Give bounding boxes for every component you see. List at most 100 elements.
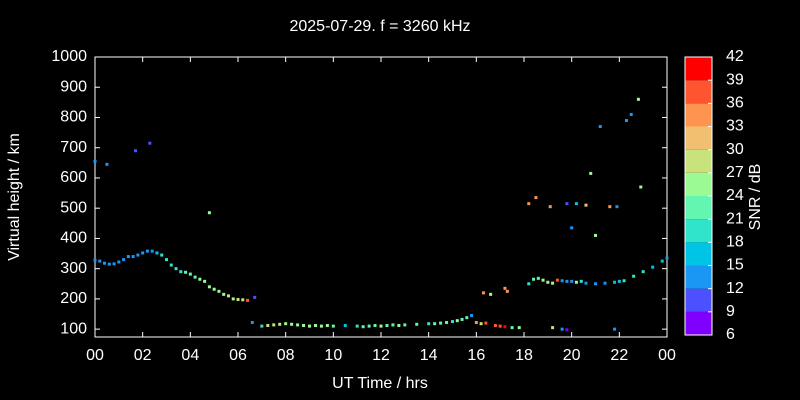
data-point — [188, 272, 192, 276]
data-point — [122, 258, 126, 262]
colorbar-tick-label: 27 — [726, 164, 744, 181]
y-tick-label: 1000 — [51, 48, 87, 65]
x-tick-label: 20 — [563, 347, 581, 364]
data-point — [107, 262, 111, 266]
colorbar-tick-label: 18 — [726, 234, 744, 251]
data-point — [439, 321, 443, 325]
colorbar-tick-label: 24 — [726, 187, 744, 204]
colorbar-tick-label: 42 — [726, 48, 744, 65]
data-point — [474, 320, 478, 324]
colorbar-band — [685, 196, 712, 220]
y-tick-label: 800 — [60, 109, 87, 126]
data-point — [579, 279, 583, 283]
data-point — [308, 324, 311, 328]
data-point — [517, 326, 521, 330]
data-point — [319, 324, 323, 328]
data-point — [169, 263, 173, 267]
data-point — [165, 258, 168, 262]
data-point — [603, 281, 607, 285]
y-tick-label: 400 — [60, 230, 87, 247]
data-point — [608, 205, 612, 209]
data-point — [505, 289, 509, 293]
data-point — [160, 253, 164, 257]
data-point — [105, 162, 109, 166]
data-point — [260, 324, 264, 328]
y-tick-label: 500 — [60, 199, 87, 216]
data-point — [498, 324, 502, 328]
data-point — [479, 322, 483, 326]
data-point — [641, 270, 645, 274]
y-tick-label: 700 — [60, 139, 87, 156]
data-point — [629, 112, 633, 116]
data-point — [207, 285, 211, 289]
y-tick-label: 600 — [60, 169, 87, 186]
data-point — [391, 323, 395, 327]
x-tick-label: 22 — [610, 347, 628, 364]
data-point — [470, 314, 474, 318]
data-point — [527, 202, 531, 206]
x-tick-label: 02 — [134, 347, 152, 364]
colorbar-band — [685, 57, 712, 81]
colorbar-tick-label: 15 — [726, 257, 744, 274]
data-point — [134, 149, 138, 153]
colorbar-band — [685, 288, 712, 312]
x-tick-label: 14 — [420, 347, 438, 364]
data-point — [284, 322, 288, 326]
data-point — [551, 326, 555, 330]
data-point — [617, 279, 621, 283]
data-point — [622, 279, 626, 283]
data-point — [278, 322, 282, 326]
data-point — [503, 286, 507, 290]
x-tick-label: 10 — [324, 347, 342, 364]
colorbar-band — [685, 219, 712, 243]
data-point — [527, 282, 531, 286]
data-point — [589, 171, 593, 175]
data-point — [510, 326, 514, 330]
data-point — [560, 327, 564, 331]
data-point — [536, 276, 540, 280]
data-point — [481, 291, 485, 295]
x-tick-label: 16 — [467, 347, 485, 364]
colorbar-tick-label: 39 — [726, 71, 744, 88]
colorbar-band — [685, 265, 712, 289]
data-point — [184, 270, 188, 274]
data-point — [361, 325, 365, 329]
data-point — [465, 316, 469, 320]
data-point — [484, 321, 488, 325]
data-point — [445, 320, 449, 324]
data-point — [651, 265, 655, 269]
data-point — [155, 251, 159, 255]
data-point — [397, 324, 401, 328]
data-point — [296, 323, 300, 327]
data-point — [555, 278, 559, 282]
data-point — [179, 270, 183, 274]
data-point — [665, 256, 669, 260]
x-tick-label: 08 — [277, 347, 295, 364]
data-point — [325, 324, 329, 328]
data-point — [546, 280, 550, 284]
data-point — [636, 97, 640, 101]
data-point — [343, 324, 347, 328]
data-point — [489, 292, 493, 296]
data-point — [385, 324, 389, 328]
data-point — [103, 261, 107, 265]
data-point — [355, 324, 359, 328]
data-point — [174, 267, 178, 271]
data-point — [613, 280, 617, 284]
data-point — [313, 324, 317, 328]
data-point — [584, 281, 588, 285]
data-point — [272, 323, 276, 327]
colorbar-band — [685, 126, 712, 150]
data-point — [93, 159, 97, 163]
data-point — [548, 205, 552, 209]
data-point — [207, 211, 211, 215]
data-point — [598, 125, 602, 129]
x-axis-label: UT Time / hrs — [332, 375, 428, 392]
colorbar-band — [685, 311, 712, 335]
data-point — [460, 317, 464, 321]
data-point — [615, 205, 619, 209]
colorbar-tick-label: 9 — [726, 303, 735, 320]
y-tick-label: 100 — [60, 320, 87, 337]
x-tick-label: 12 — [372, 347, 390, 364]
data-point — [451, 320, 454, 324]
